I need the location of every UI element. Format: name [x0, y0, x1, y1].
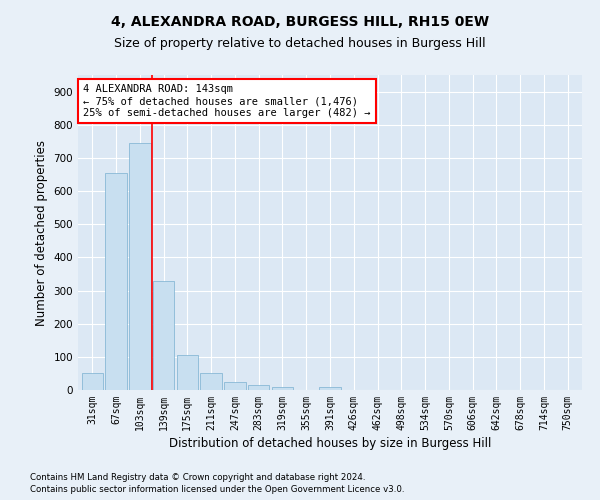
Text: 4 ALEXANDRA ROAD: 143sqm
← 75% of detached houses are smaller (1,476)
25% of sem: 4 ALEXANDRA ROAD: 143sqm ← 75% of detach…	[83, 84, 371, 117]
Text: 4, ALEXANDRA ROAD, BURGESS HILL, RH15 0EW: 4, ALEXANDRA ROAD, BURGESS HILL, RH15 0E…	[111, 15, 489, 29]
Y-axis label: Number of detached properties: Number of detached properties	[35, 140, 48, 326]
Bar	[248, 385, 269, 390]
Bar	[106, 173, 127, 390]
Bar	[200, 373, 222, 390]
Text: Contains public sector information licensed under the Open Government Licence v3: Contains public sector information licen…	[30, 485, 404, 494]
Text: Size of property relative to detached houses in Burgess Hill: Size of property relative to detached ho…	[114, 38, 486, 51]
Bar	[176, 355, 198, 390]
Bar	[319, 386, 341, 390]
Bar	[153, 281, 174, 390]
Bar	[129, 143, 151, 390]
Text: Contains HM Land Registry data © Crown copyright and database right 2024.: Contains HM Land Registry data © Crown c…	[30, 474, 365, 482]
X-axis label: Distribution of detached houses by size in Burgess Hill: Distribution of detached houses by size …	[169, 437, 491, 450]
Bar	[224, 382, 245, 390]
Bar	[82, 374, 103, 390]
Bar	[272, 386, 293, 390]
